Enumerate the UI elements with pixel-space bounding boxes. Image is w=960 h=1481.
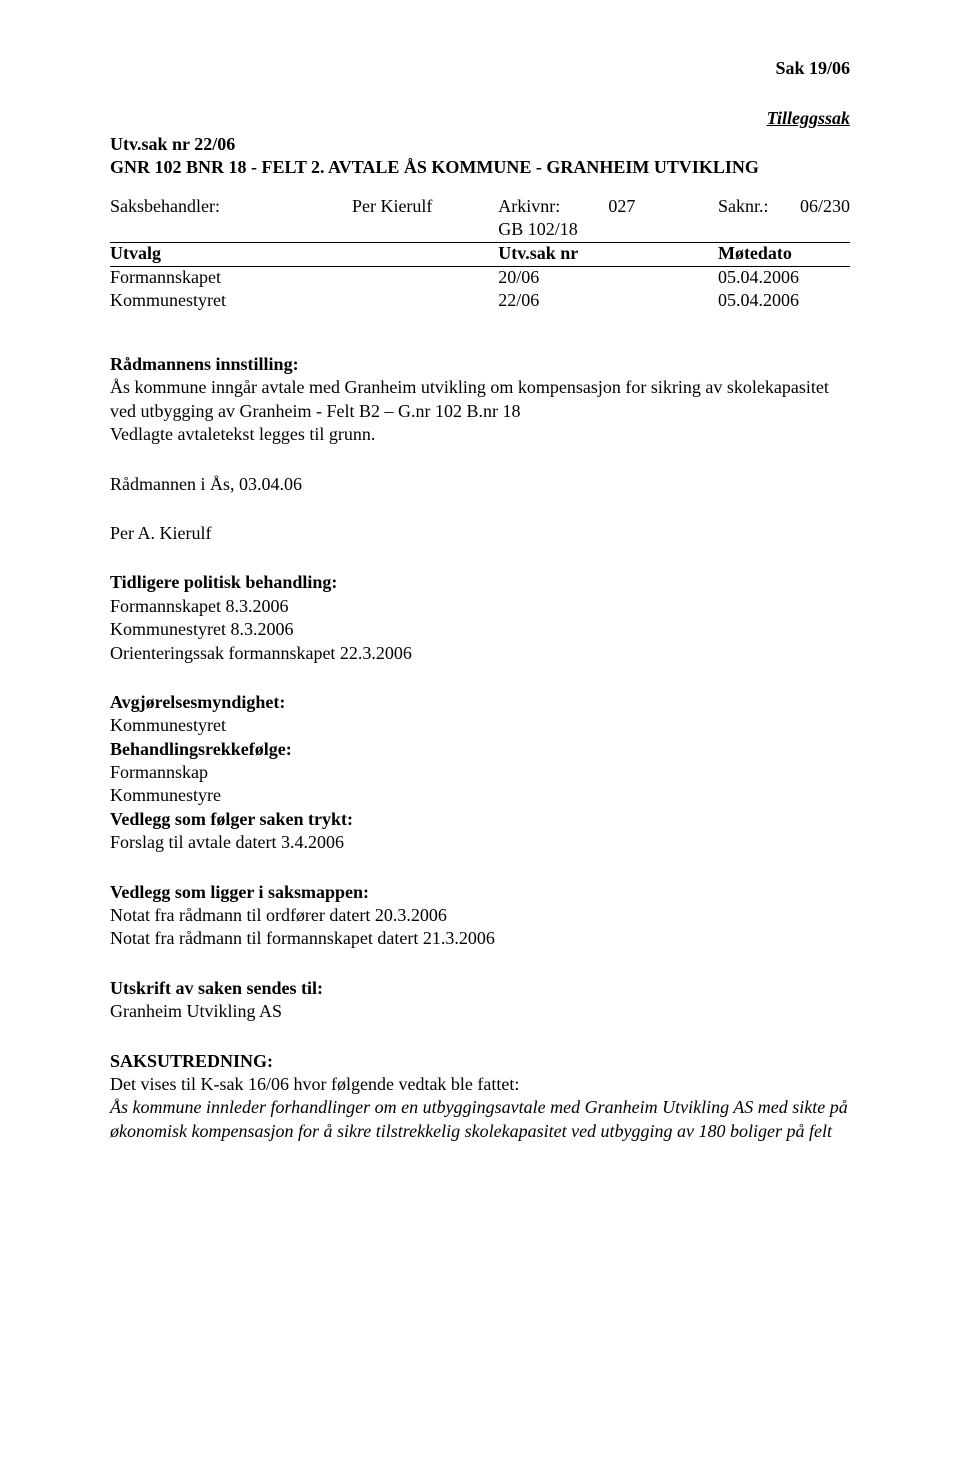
innstilling-label: Rådmannens innstilling:	[110, 353, 850, 376]
tilleggssak-label: Tilleggssak	[110, 108, 850, 129]
meta-row-saksbehandler: Saksbehandler: Per Kierulf Arkivnr: 027 …	[110, 196, 850, 219]
signatur-section: Per A. Kierulf	[110, 522, 850, 545]
saknr-cell: 22/06	[498, 290, 608, 313]
saknr-cell: Saknr.: 06/230	[718, 196, 850, 219]
tidligere-l3: Orienteringssak formannskapet 22.3.2006	[110, 642, 850, 665]
utskrift-section: Utskrift av saken sendes til: Granheim U…	[110, 977, 850, 1024]
saksutredning-section: SAKSUTREDNING: Det vises til K-sak 16/06…	[110, 1050, 850, 1144]
utskrift-l1: Granheim Utvikling AS	[110, 1000, 850, 1023]
vedlegg-mappe-l1: Notat fra rådmann til ordfører datert 20…	[110, 904, 850, 927]
vedlegg-mappe-l2: Notat fra rådmann til formannskapet date…	[110, 927, 850, 950]
utskrift-label: Utskrift av saken sendes til:	[110, 977, 850, 1000]
avg-section: Avgjørelsesmyndighet: Kommunestyret Beha…	[110, 691, 850, 855]
saknr-cell: 20/06	[498, 267, 608, 291]
arkivnr-label: Arkivnr:	[498, 196, 608, 219]
title-block: Utv.sak nr 22/06 GNR 102 BNR 18 - FELT 2…	[110, 133, 850, 178]
saknr-label: Saknr.:	[718, 196, 769, 216]
innstilling-body1: Ås kommune inngår avtale med Granheim ut…	[110, 376, 850, 423]
innstilling-body2: Vedlagte avtaletekst legges til grunn.	[110, 423, 850, 446]
document-page: Sak 19/06 Tilleggssak Utv.sak nr 22/06 G…	[0, 0, 960, 1481]
saksutredning-italic: Ås kommune innleder forhandlinger om en …	[110, 1096, 850, 1143]
tidligere-label: Tidligere politisk behandling:	[110, 571, 850, 594]
meta-header-row: Utvalg Utv.sak nr Møtedato	[110, 243, 850, 267]
utvalg-cell: Kommunestyret	[110, 290, 352, 313]
title-line1: Utv.sak nr 22/06	[110, 133, 850, 156]
avg-label: Avgjørelsesmyndighet:	[110, 691, 850, 714]
utvalg-cell: Formannskapet	[110, 267, 352, 291]
utvalg-header: Utvalg	[110, 243, 352, 267]
dato-cell: 05.04.2006	[718, 267, 850, 291]
meta-row-1: Kommunestyret 22/06 05.04.2006	[110, 290, 850, 313]
utvsak-header: Utv.sak nr	[498, 243, 608, 267]
gb-value: GB 102/18	[498, 219, 718, 243]
saksutredning-l1: Det vises til K-sak 16/06 hvor følgende …	[110, 1073, 850, 1096]
sak-label: Sak 19/06	[775, 58, 850, 79]
title-line2: GNR 102 BNR 18 - FELT 2. AVTALE ÅS KOMMU…	[110, 156, 850, 179]
meta-row-gb: GB 102/18	[110, 219, 850, 243]
vedlegg-mappe-label: Vedlegg som ligger i saksmappen:	[110, 881, 850, 904]
ved-l1: Forslag til avtale datert 3.4.2006	[110, 831, 850, 854]
signatur: Per A. Kierulf	[110, 522, 850, 545]
saksutredning-label: SAKSUTREDNING:	[110, 1050, 850, 1073]
arkivnr-value: 027	[608, 196, 718, 219]
tidligere-section: Tidligere politisk behandling: Formannsk…	[110, 571, 850, 665]
saksbehandler-value: Per Kierulf	[352, 196, 498, 219]
tidligere-l1: Formannskapet 8.3.2006	[110, 595, 850, 618]
vedlegg-mappe-section: Vedlegg som ligger i saksmappen: Notat f…	[110, 881, 850, 951]
avg-val: Kommunestyret	[110, 714, 850, 737]
radmannen-line: Rådmannen i Ås, 03.04.06	[110, 473, 850, 496]
beh-l1: Formannskap	[110, 761, 850, 784]
motedato-header: Møtedato	[718, 243, 850, 267]
ved-label: Vedlegg som følger saken trykt:	[110, 808, 850, 831]
beh-label: Behandlingsrekkefølge:	[110, 738, 850, 761]
dato-cell: 05.04.2006	[718, 290, 850, 313]
meta-row-0: Formannskapet 20/06 05.04.2006	[110, 267, 850, 291]
saksbehandler-label: Saksbehandler:	[110, 196, 352, 219]
radmannen-section: Rådmannen i Ås, 03.04.06	[110, 473, 850, 496]
saknr-value: 06/230	[800, 196, 850, 216]
innstilling-section: Rådmannens innstilling: Ås kommune inngå…	[110, 353, 850, 447]
beh-l2: Kommunestyre	[110, 784, 850, 807]
meta-table: Saksbehandler: Per Kierulf Arkivnr: 027 …	[110, 196, 850, 313]
tidligere-l2: Kommunestyret 8.3.2006	[110, 618, 850, 641]
